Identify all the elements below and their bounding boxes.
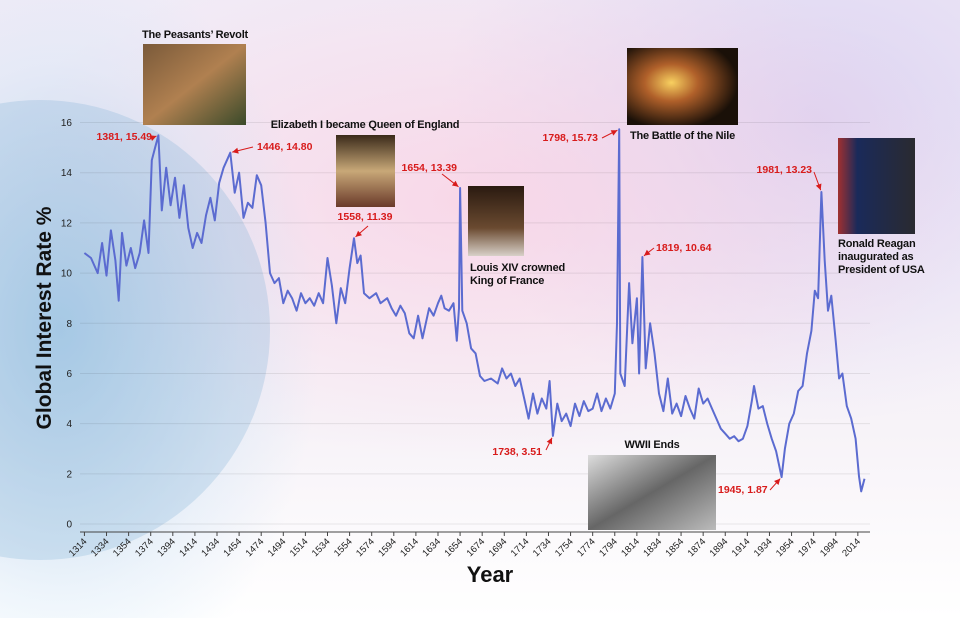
x-tick-label: 1654 bbox=[442, 536, 465, 559]
x-tick-label: 1754 bbox=[553, 536, 576, 559]
x-tick-label: 1874 bbox=[686, 536, 709, 559]
arrow-head bbox=[774, 478, 781, 486]
annotation-label: 1819, 10.64 bbox=[656, 242, 712, 254]
x-tick-label: 1974 bbox=[796, 536, 819, 559]
y-axis-title: Global Interest Rate % bbox=[33, 206, 56, 429]
event-caption: Elizabeth I became Queen of England bbox=[271, 119, 460, 131]
x-tick-label: 1594 bbox=[376, 536, 399, 559]
x-tick-label: 1494 bbox=[266, 536, 289, 559]
annotation-label: 1738, 3.51 bbox=[492, 446, 542, 458]
event-caption: WWII Ends bbox=[624, 439, 679, 451]
x-tick-label: 1434 bbox=[199, 536, 222, 559]
annotation-label: 1945, 1.87 bbox=[718, 484, 768, 496]
event-caption: Louis XIV crowned bbox=[470, 262, 565, 274]
event-image bbox=[143, 44, 246, 125]
x-tick-label: 1574 bbox=[354, 536, 377, 559]
x-tick-label: 1894 bbox=[708, 536, 731, 559]
y-tick-label: 10 bbox=[61, 269, 73, 280]
arrow-head bbox=[451, 180, 459, 187]
y-tick-label: 16 bbox=[61, 118, 73, 129]
x-tick-label: 1554 bbox=[332, 536, 355, 559]
event-caption: President of USA bbox=[838, 264, 925, 276]
arrow-head bbox=[815, 183, 822, 191]
arrow-head bbox=[149, 135, 157, 141]
x-tick-label: 1394 bbox=[155, 536, 178, 559]
x-tick-label: 1934 bbox=[752, 536, 775, 559]
x-tick-label: 1914 bbox=[730, 536, 753, 559]
x-tick-label: 1734 bbox=[531, 536, 554, 559]
x-tick-label: 1714 bbox=[509, 536, 532, 559]
x-tick-label: 2014 bbox=[840, 536, 863, 559]
x-tick-label: 1674 bbox=[465, 536, 488, 559]
arrow-head bbox=[232, 147, 239, 154]
arrow-head bbox=[643, 249, 651, 256]
event-caption: inaugurated as bbox=[838, 251, 914, 263]
x-tick-label: 1834 bbox=[641, 536, 664, 559]
y-tick-label: 12 bbox=[61, 218, 73, 229]
x-tick-label: 1694 bbox=[487, 536, 510, 559]
annotation-label: 1446, 14.80 bbox=[257, 141, 313, 153]
arrow-head bbox=[610, 130, 618, 136]
x-tick-label: 1414 bbox=[177, 536, 200, 559]
x-tick-label: 1634 bbox=[420, 536, 443, 559]
x-tick-label: 1854 bbox=[663, 536, 686, 559]
x-tick-label: 1534 bbox=[310, 536, 333, 559]
event-caption: Ronald Reagan bbox=[838, 238, 916, 250]
annotation-label: 1981, 13.23 bbox=[757, 164, 813, 176]
y-tick-label: 8 bbox=[66, 319, 72, 330]
x-axis-title: Year bbox=[467, 562, 514, 587]
annotation-label: 1798, 15.73 bbox=[543, 132, 599, 144]
x-tick-label: 1454 bbox=[221, 536, 244, 559]
y-tick-label: 2 bbox=[66, 469, 72, 480]
event-caption: The Peasants’ Revolt bbox=[142, 29, 249, 41]
x-tick-label: 1954 bbox=[774, 536, 797, 559]
event-image bbox=[468, 186, 524, 256]
arrow-head bbox=[546, 437, 553, 445]
arrow-head bbox=[355, 230, 363, 237]
x-tick-label: 1514 bbox=[288, 536, 311, 559]
annotation-label: 1381, 15.49 bbox=[97, 131, 153, 143]
x-tick-label: 1814 bbox=[619, 536, 642, 559]
annotation-label: 1654, 13.39 bbox=[402, 162, 458, 174]
x-tick-label: 1614 bbox=[398, 536, 421, 559]
y-tick-label: 6 bbox=[66, 369, 72, 380]
y-tick-label: 4 bbox=[66, 419, 72, 430]
event-caption: The Battle of the Nile bbox=[630, 130, 735, 142]
globe-decoration bbox=[0, 100, 270, 560]
annotation-label: 1558, 11.39 bbox=[338, 211, 393, 223]
x-tick-label: 1474 bbox=[244, 536, 267, 559]
event-image bbox=[838, 138, 915, 234]
x-tick-label: 1794 bbox=[597, 536, 620, 559]
x-tick-label: 1374 bbox=[133, 536, 156, 559]
event-image bbox=[627, 48, 738, 125]
event-image bbox=[588, 455, 716, 530]
x-tick-label: 1994 bbox=[818, 536, 841, 559]
y-tick-label: 14 bbox=[61, 168, 73, 179]
x-tick-label: 1774 bbox=[575, 536, 598, 559]
event-caption: King of France bbox=[470, 275, 544, 287]
y-tick-label: 0 bbox=[66, 520, 72, 531]
event-image bbox=[336, 135, 395, 207]
data-line bbox=[83, 128, 866, 493]
